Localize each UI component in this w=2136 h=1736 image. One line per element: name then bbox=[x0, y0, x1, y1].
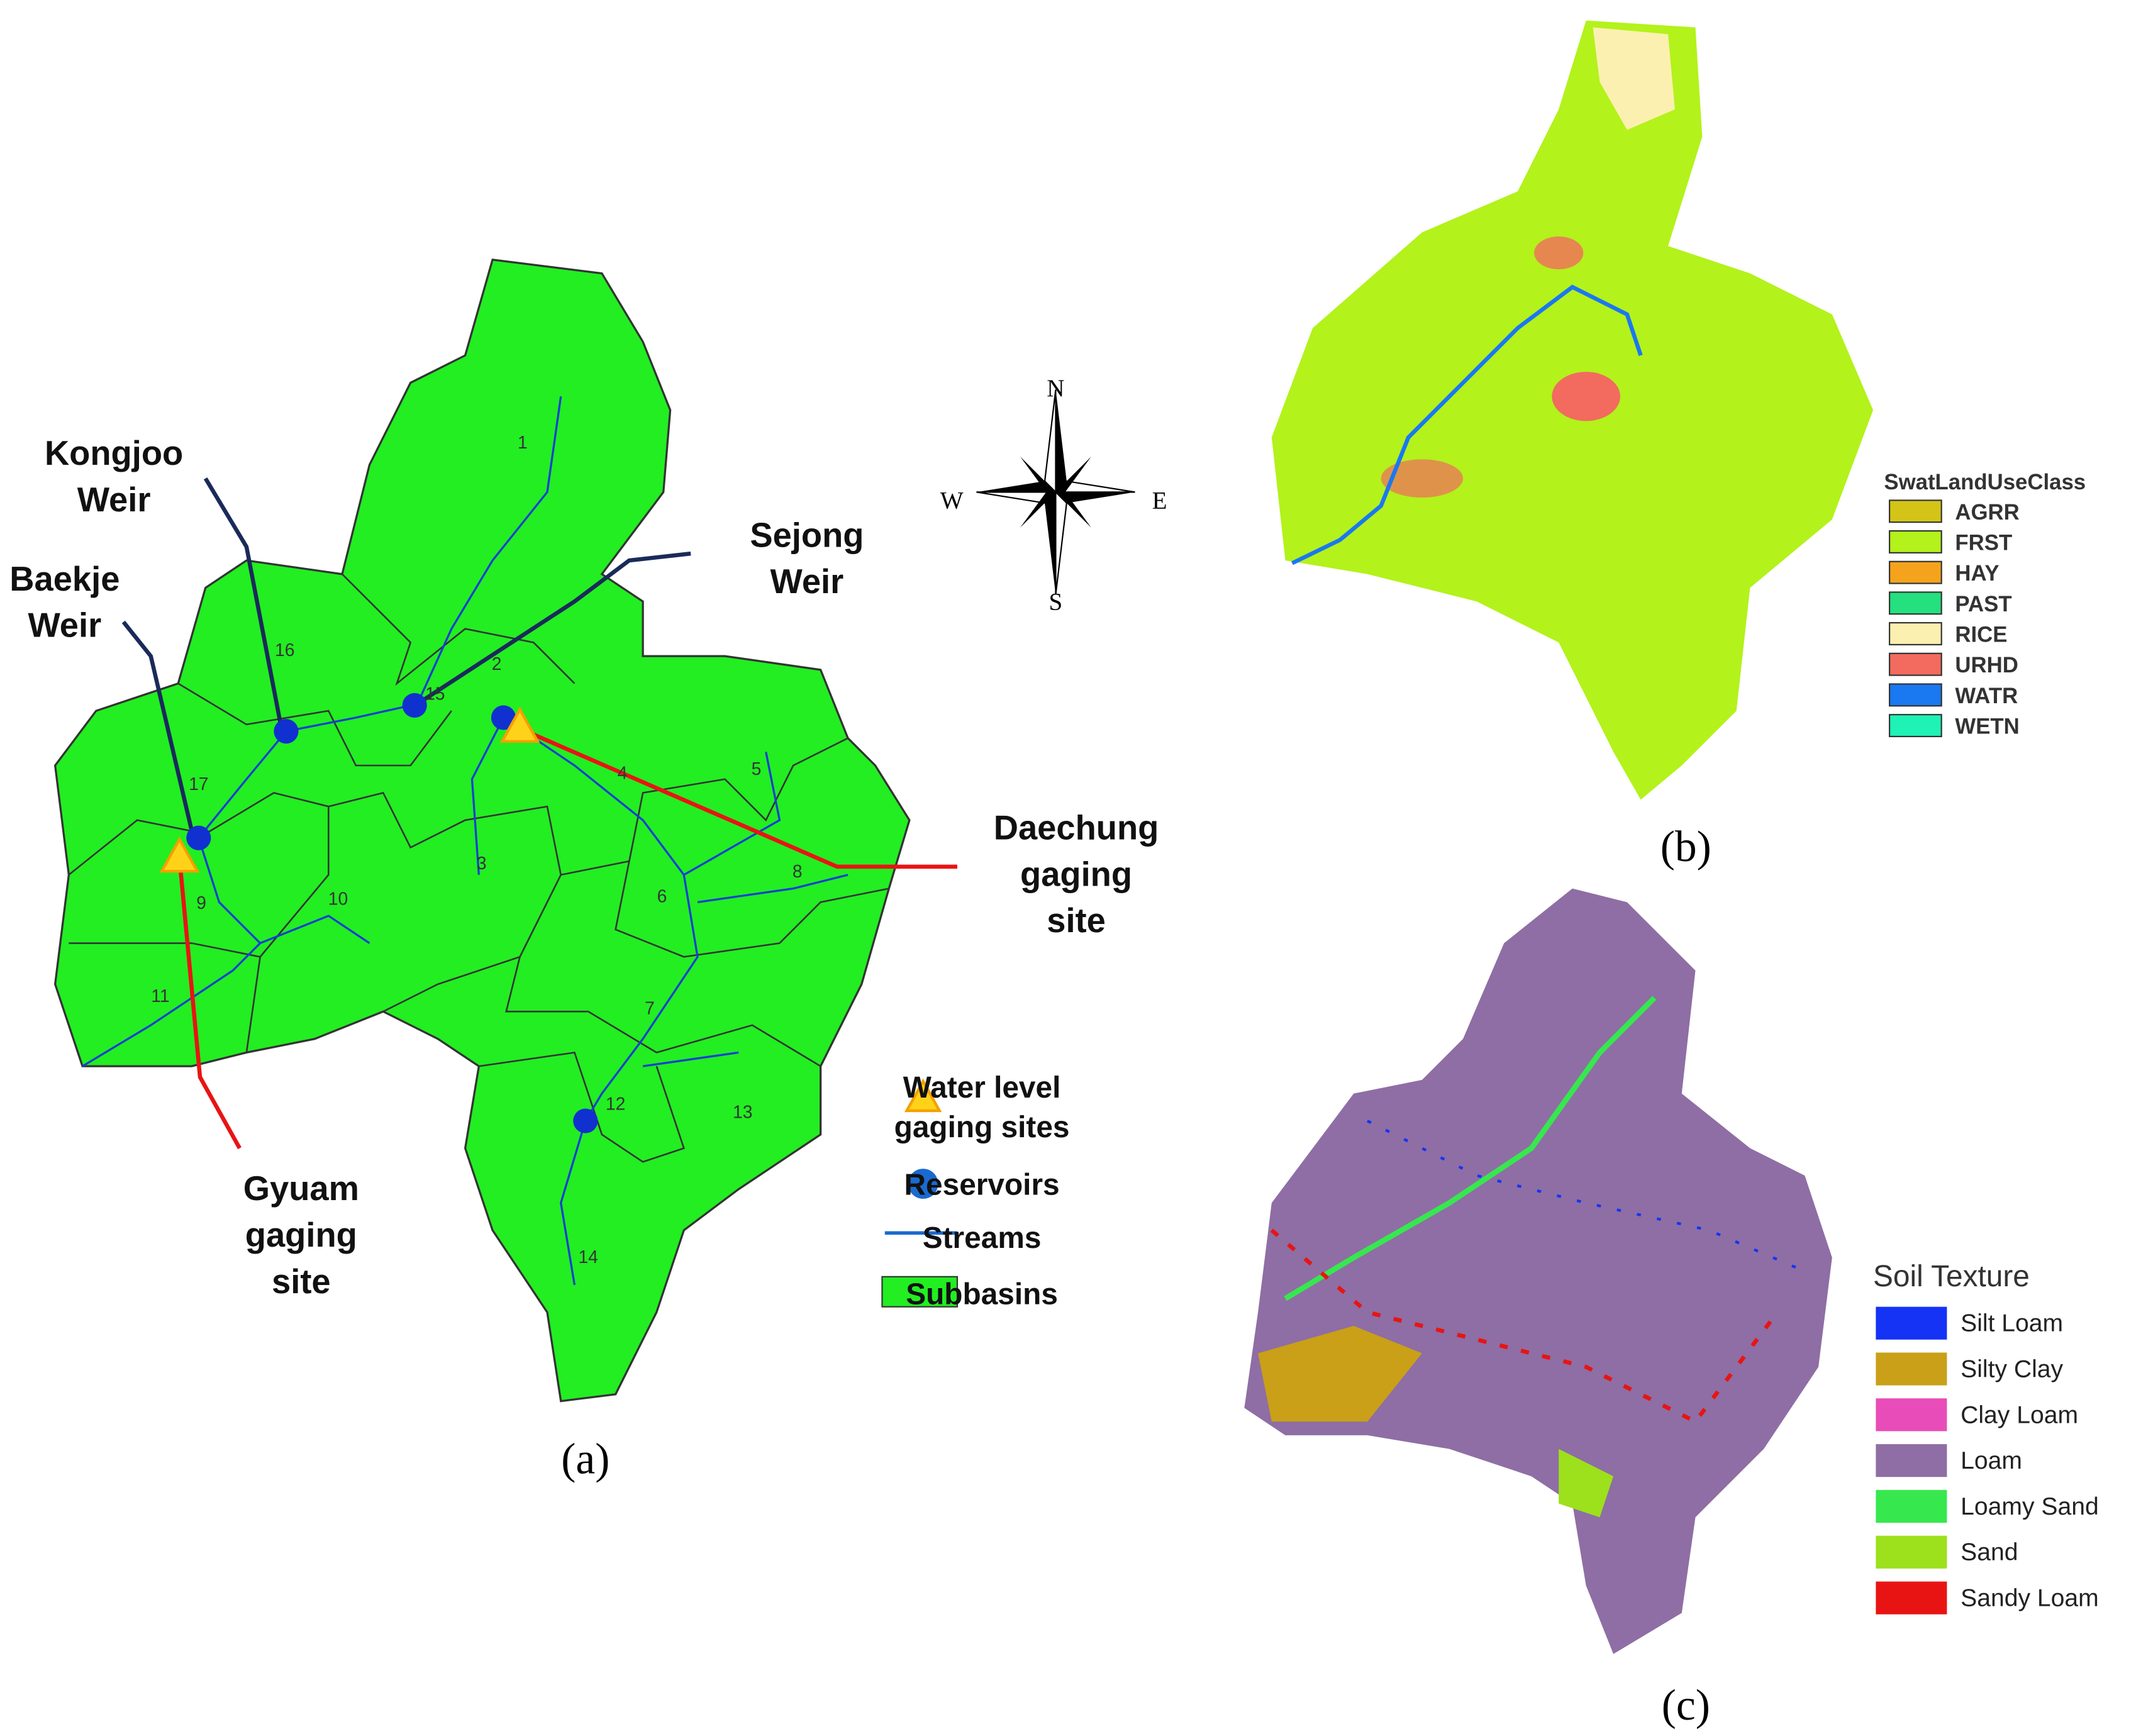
site-label: site bbox=[272, 1262, 331, 1301]
legend-title: SwatLandUseClass bbox=[1884, 470, 2086, 494]
subbasin-number: 9 bbox=[196, 893, 206, 913]
reservoir bbox=[573, 1108, 598, 1133]
subbasin-number: 13 bbox=[733, 1102, 752, 1122]
legend-label: Reservoirs bbox=[904, 1168, 1060, 1201]
leader-line bbox=[121, 620, 194, 832]
subbasin-number: 5 bbox=[752, 759, 762, 779]
subbasin-number: 1 bbox=[518, 432, 528, 452]
legend-swatch bbox=[1876, 1581, 1947, 1615]
leader-line bbox=[177, 858, 242, 1150]
legend-swatch bbox=[1889, 591, 1942, 615]
compass-label: E bbox=[1152, 487, 1167, 514]
subbasin-number: 17 bbox=[189, 774, 208, 794]
legend-label: Streams bbox=[923, 1221, 1042, 1255]
legend-title: Soil Texture bbox=[1873, 1260, 2030, 1293]
subbasin-number: 3 bbox=[477, 853, 487, 873]
legend-swatch bbox=[1876, 1489, 1947, 1523]
legend-swatch bbox=[881, 1276, 959, 1308]
subbasin-number: 4 bbox=[618, 763, 628, 783]
compass-label: S bbox=[1049, 588, 1063, 615]
site-label: Gyuam bbox=[243, 1169, 359, 1208]
panel-a-map bbox=[53, 259, 911, 1403]
reservoir bbox=[491, 705, 516, 730]
legend-label: Sandy Loam bbox=[1961, 1585, 2099, 1612]
legend-label: URHD bbox=[1955, 654, 2018, 677]
legend-label: AGRR bbox=[1955, 501, 2019, 525]
subbasin-number: 7 bbox=[645, 998, 655, 1018]
compass-label: N bbox=[1047, 375, 1064, 402]
legend-swatch bbox=[1876, 1352, 1947, 1386]
legend-swatch bbox=[1889, 499, 1942, 523]
legend-swatch bbox=[1876, 1444, 1947, 1477]
site-label: Baekje bbox=[9, 560, 120, 598]
legend-label: gaging sites bbox=[894, 1111, 1070, 1144]
site-label: Weir bbox=[28, 606, 101, 645]
legend-swatch bbox=[908, 1169, 938, 1199]
gaging-site bbox=[159, 836, 200, 873]
gaging-site bbox=[499, 706, 540, 743]
legend-swatch bbox=[1889, 622, 1942, 645]
reservoir bbox=[186, 825, 211, 850]
legend-swatch bbox=[1876, 1398, 1947, 1432]
legend-label: FRST bbox=[1955, 531, 2012, 555]
site-label: Weir bbox=[77, 481, 151, 519]
legend-label: Sand bbox=[1961, 1539, 2018, 1566]
site-label: site bbox=[1047, 901, 1106, 940]
legend-label: WETN bbox=[1955, 715, 2019, 739]
reservoir bbox=[402, 693, 427, 718]
subbasin-number: 8 bbox=[793, 861, 803, 881]
legend-swatch bbox=[1889, 714, 1942, 738]
leader-line bbox=[203, 477, 283, 725]
subbasin-number: 12 bbox=[606, 1094, 625, 1114]
subbasin-number: 14 bbox=[578, 1247, 598, 1267]
legend-label: Loamy Sand bbox=[1961, 1493, 2099, 1520]
legend-swatch bbox=[1876, 1306, 1947, 1340]
subbasin-number: 15 bbox=[425, 684, 445, 704]
legend-swatch bbox=[1889, 683, 1942, 707]
site-label: Kongjoo bbox=[45, 434, 183, 472]
reservoir bbox=[274, 719, 299, 744]
legend-label: RICE bbox=[1955, 623, 2007, 647]
legend-label: Clay Loam bbox=[1961, 1401, 2078, 1428]
subbasin-number: 11 bbox=[151, 986, 169, 1006]
legend-swatch bbox=[1889, 652, 1942, 676]
subbasin-number: 6 bbox=[657, 886, 667, 906]
legend-label: PAST bbox=[1955, 593, 2011, 616]
site-label: Daechung bbox=[994, 808, 1159, 847]
site-label: gaging bbox=[1020, 855, 1132, 893]
site-label: Weir bbox=[770, 562, 844, 601]
leader-line bbox=[416, 551, 691, 706]
compass-label: W bbox=[940, 487, 964, 514]
subbasin-number: 2 bbox=[492, 654, 502, 674]
caption: (a) bbox=[561, 1435, 609, 1484]
leader-line bbox=[519, 726, 957, 869]
caption: (b) bbox=[1660, 823, 1711, 871]
legend-swatch bbox=[904, 1078, 942, 1113]
panel-b-map bbox=[1271, 20, 1874, 800]
legend-label: WATR bbox=[1955, 684, 2018, 708]
site-label: Sejong bbox=[750, 516, 864, 554]
compass bbox=[976, 389, 1135, 595]
subbasin-number: 16 bbox=[275, 640, 294, 660]
legend-swatch bbox=[1876, 1535, 1947, 1569]
legend-label: Loam bbox=[1961, 1447, 2022, 1474]
caption: (c) bbox=[1662, 1681, 1710, 1730]
legend-label: Silty Clay bbox=[1961, 1356, 2063, 1383]
panel-c-map bbox=[1244, 888, 1832, 1654]
site-label: gaging bbox=[245, 1216, 357, 1254]
legend-label: Water level bbox=[903, 1071, 1061, 1104]
legend-swatch bbox=[1889, 530, 1942, 554]
legend-label: HAY bbox=[1955, 562, 1999, 586]
legend-label: Silt Loam bbox=[1961, 1310, 2063, 1337]
legend-label: Subbasins bbox=[906, 1277, 1058, 1311]
subbasin-number: 10 bbox=[328, 889, 348, 909]
legend-swatch bbox=[1889, 560, 1942, 584]
